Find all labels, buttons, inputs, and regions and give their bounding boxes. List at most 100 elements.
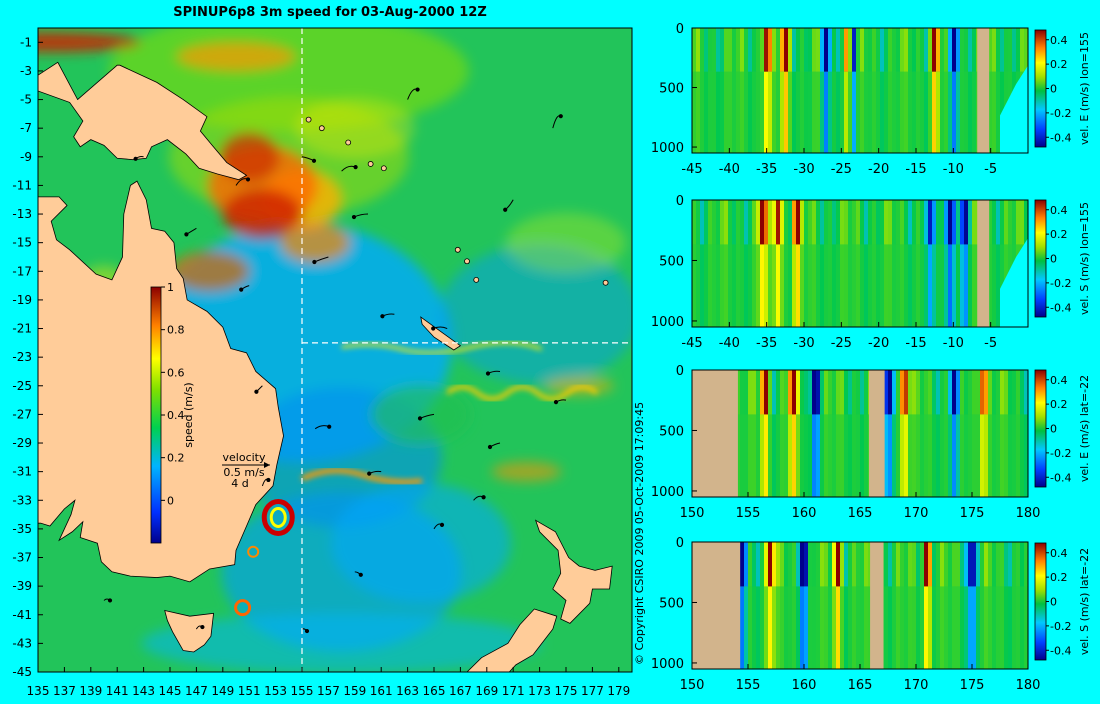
section-cell — [856, 370, 861, 415]
y-tick-label: -35 — [12, 522, 32, 536]
y-tick-label: 1000 — [651, 485, 684, 500]
section-cell — [872, 200, 877, 245]
section-cell — [844, 200, 849, 245]
section-cell — [804, 542, 809, 587]
x-tick-label: 165 — [848, 678, 873, 693]
section-cell — [800, 586, 805, 669]
land-bar — [870, 542, 884, 669]
section-cell — [696, 244, 701, 327]
y-tick-label: -29 — [12, 436, 32, 450]
section-cell — [924, 370, 929, 415]
section-cell — [1020, 200, 1025, 245]
section-cell — [796, 414, 801, 497]
eddy-ring — [247, 545, 260, 558]
section-cell — [952, 200, 957, 245]
section-colorbar — [1034, 542, 1047, 661]
section-cell — [1004, 28, 1009, 72]
section-cell — [748, 586, 753, 669]
section-cell — [968, 244, 973, 327]
x-tick-label: 165 — [423, 684, 446, 698]
section-cell — [1004, 370, 1009, 415]
section-cell — [748, 542, 753, 587]
section-cell — [876, 28, 881, 72]
section-cell — [744, 542, 749, 587]
section-cell — [940, 200, 945, 245]
section-cell — [996, 370, 1001, 415]
section-cell — [1004, 200, 1009, 245]
y-tick-label: 0 — [676, 536, 684, 551]
section-cell — [980, 542, 985, 587]
new-caledonia-landmass — [420, 316, 462, 351]
y-tick-label: -3 — [20, 64, 32, 78]
section-cell — [832, 28, 837, 72]
section-cell — [764, 28, 769, 72]
land-bar — [977, 200, 990, 327]
section-cell — [972, 542, 977, 587]
section-cell — [804, 71, 809, 153]
section-cell — [948, 414, 953, 497]
section-cell — [1024, 200, 1028, 245]
section-cell — [1024, 542, 1028, 587]
section-cell — [936, 71, 941, 153]
section-cell — [732, 244, 737, 327]
section-cell — [968, 586, 973, 669]
section-cell — [736, 28, 741, 72]
section-cell — [728, 71, 733, 153]
land-bar — [868, 370, 885, 497]
y-tick-label: 500 — [659, 596, 684, 611]
section-cell — [980, 370, 985, 415]
section-cell — [888, 244, 893, 327]
section-cell — [800, 414, 805, 497]
section-cell — [832, 370, 837, 415]
island — [367, 161, 374, 167]
x-tick-label: -35 — [756, 336, 777, 351]
x-tick-label: -5 — [984, 162, 997, 177]
section-cell — [848, 586, 853, 669]
section-cell — [732, 71, 737, 153]
section-cell — [860, 586, 865, 669]
section-cell — [968, 370, 973, 415]
section-cell — [824, 586, 829, 669]
section-cell — [888, 28, 893, 72]
x-tick-label: 150 — [680, 678, 705, 693]
velocity-arrow-head — [358, 572, 363, 577]
section-cell — [808, 370, 813, 415]
section-cell — [744, 200, 749, 245]
section-cell — [852, 71, 857, 153]
section-cell — [856, 586, 861, 669]
velocity-arrow-head — [353, 165, 358, 170]
section-cell — [836, 200, 841, 245]
section-cell — [928, 244, 933, 327]
section-cell — [772, 542, 777, 587]
section-cell — [740, 200, 745, 245]
colorbar-label: vel. E (m/s) lon=155 — [1078, 32, 1091, 145]
section-cell — [892, 28, 897, 72]
section-cell — [992, 71, 997, 153]
section-cell — [704, 71, 709, 153]
velocity-arrow-head — [239, 287, 244, 292]
velocity-arrow-head — [327, 424, 332, 429]
x-tick-label: 180 — [1016, 506, 1041, 521]
section-cell — [964, 542, 969, 587]
section-cell — [896, 542, 901, 587]
section-cell — [948, 586, 953, 669]
section-cell — [888, 542, 893, 587]
x-tick-label: -40 — [719, 162, 740, 177]
section-cell — [1020, 542, 1025, 587]
section-cell — [884, 244, 889, 327]
section-cell — [896, 414, 901, 497]
velocity-arrow-head — [558, 114, 563, 119]
section-cell — [900, 200, 905, 245]
section-cell — [1012, 586, 1017, 669]
section-cell — [968, 71, 973, 153]
y-tick-label: -23 — [12, 350, 32, 364]
section-cell — [1004, 586, 1009, 669]
section-cell — [876, 200, 881, 245]
section-cell — [948, 370, 953, 415]
x-tick-label: 173 — [528, 684, 551, 698]
section-cell — [820, 586, 825, 669]
section-cell — [792, 586, 797, 669]
section-field — [692, 200, 1028, 327]
section-cell — [836, 244, 841, 327]
velocity-arrow-head — [200, 624, 205, 630]
